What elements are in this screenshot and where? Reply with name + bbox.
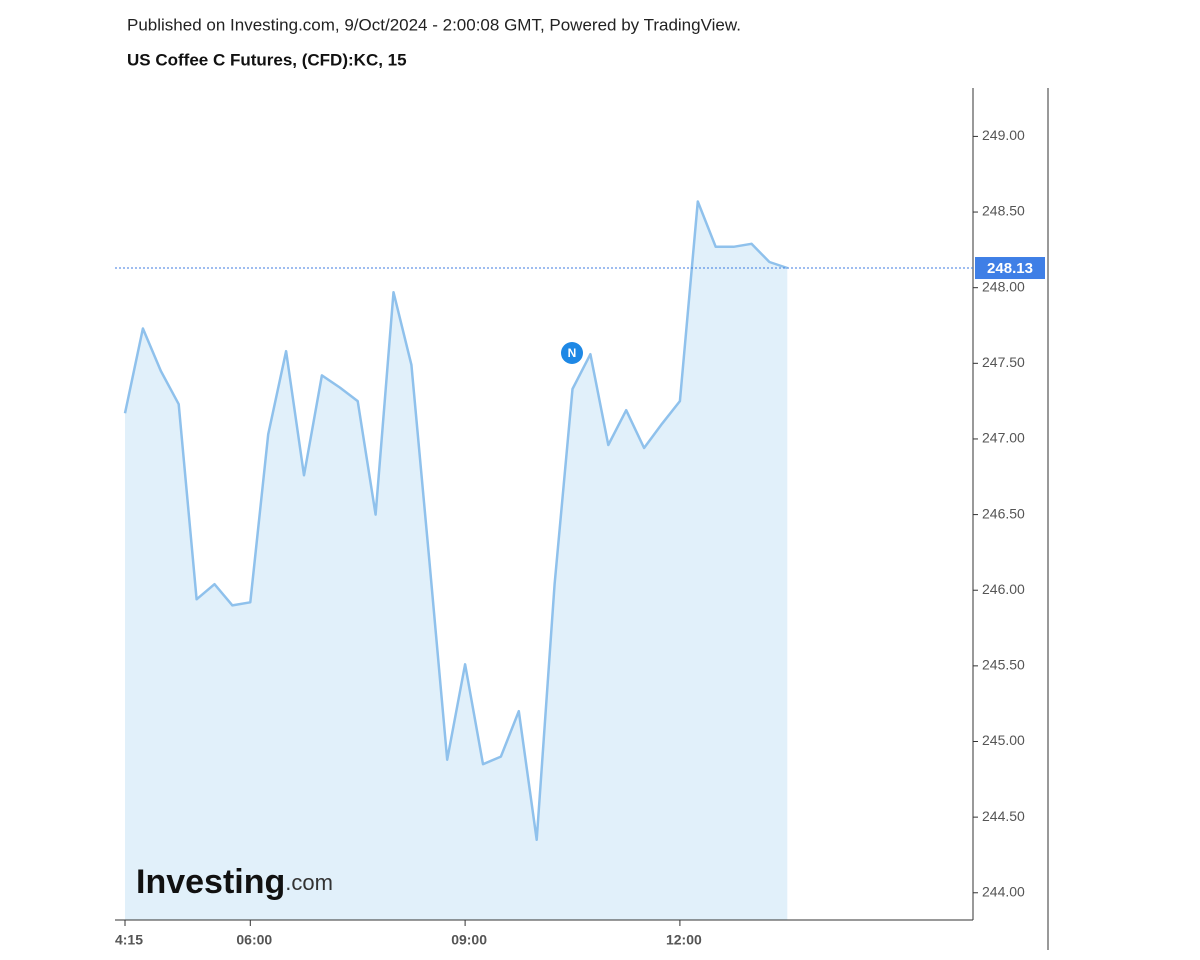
y-tick-label: 245.00 bbox=[982, 732, 1025, 748]
x-tick-label: 06:00 bbox=[236, 932, 272, 948]
x-tick-label: 12:00 bbox=[666, 932, 702, 948]
y-tick-label: 248.50 bbox=[982, 203, 1025, 219]
header: Published on Investing.com, 9/Oct/2024 -… bbox=[127, 15, 741, 34]
y-tick-label: 244.50 bbox=[982, 808, 1025, 824]
y-tick-label: 248.00 bbox=[982, 278, 1025, 294]
y-tick-label: 247.50 bbox=[982, 354, 1025, 370]
y-tick-label: 247.00 bbox=[982, 430, 1025, 446]
news-marker-label: N bbox=[568, 346, 577, 360]
y-tick-label: 246.00 bbox=[982, 581, 1025, 597]
chart-title: US Coffee C Futures, (CFD):KC, 15 bbox=[127, 50, 407, 69]
plot bbox=[123, 200, 788, 920]
last-price-box bbox=[975, 257, 1045, 280]
y-tick-label: 249.00 bbox=[982, 127, 1025, 143]
area-fill bbox=[125, 201, 788, 920]
logo: Investing.com bbox=[136, 863, 333, 901]
x-tick-label: 09:00 bbox=[451, 932, 487, 948]
y-tick-label: 244.00 bbox=[982, 883, 1025, 899]
news-marker bbox=[561, 342, 583, 364]
x-tick-label: 4:15 bbox=[115, 932, 143, 948]
last-price-label: 248.13 bbox=[987, 260, 1033, 277]
price-line bbox=[123, 200, 788, 842]
y-tick-label: 246.50 bbox=[982, 505, 1025, 521]
y-tick-label: 245.50 bbox=[982, 657, 1025, 673]
